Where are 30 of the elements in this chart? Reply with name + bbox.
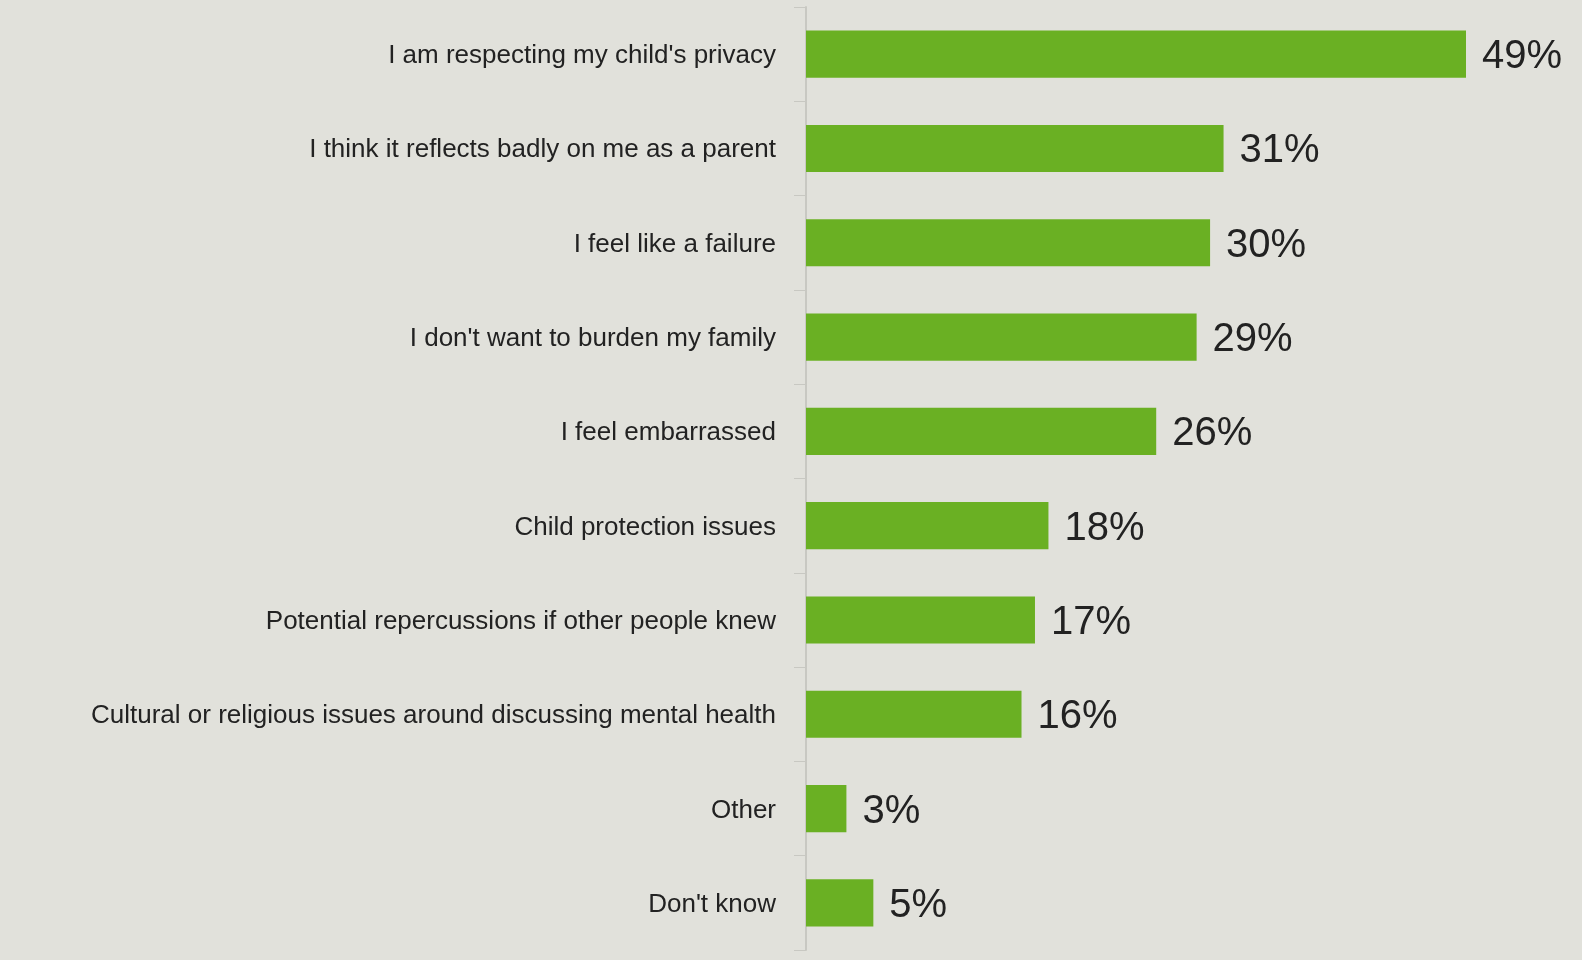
bar [806, 313, 1197, 361]
y-tick-label: Other [710, 793, 777, 824]
bar [806, 879, 874, 927]
y-tick-label: Child protection issues [514, 510, 776, 541]
y-tick-label: I think it reflects badly on me as a parent [309, 133, 777, 164]
y-tick-label: I don't want to burden my family [409, 322, 776, 353]
bar [806, 596, 1035, 644]
data-label: 16% [1037, 692, 1118, 737]
y-tick-label: I feel embarrassed [560, 416, 776, 447]
bar [806, 690, 1022, 738]
y-tick-label: Potential repercussions if other people knew [265, 604, 777, 635]
data-label: 49% [1482, 32, 1563, 77]
data-label: 3% [862, 786, 921, 831]
data-label: 29% [1212, 315, 1293, 360]
bar [806, 124, 1224, 173]
data-label: 30% [1226, 220, 1307, 265]
y-tick-label: Don't know [648, 887, 777, 918]
bar [806, 502, 1049, 550]
data-label: 5% [889, 880, 948, 925]
bar [806, 784, 847, 833]
y-tick-label: I feel like a failure [573, 227, 776, 258]
data-label: 31% [1239, 126, 1320, 171]
bar [806, 407, 1157, 455]
data-label: 18% [1064, 503, 1145, 548]
y-tick-label: Cultural or religious issues around discussing mental health [90, 699, 776, 730]
data-label: 26% [1172, 409, 1253, 454]
y-tick-label: I am respecting my child's privacy [388, 39, 776, 70]
bar [806, 30, 1466, 78]
bar [806, 219, 1211, 267]
data-label: 17% [1050, 597, 1132, 642]
